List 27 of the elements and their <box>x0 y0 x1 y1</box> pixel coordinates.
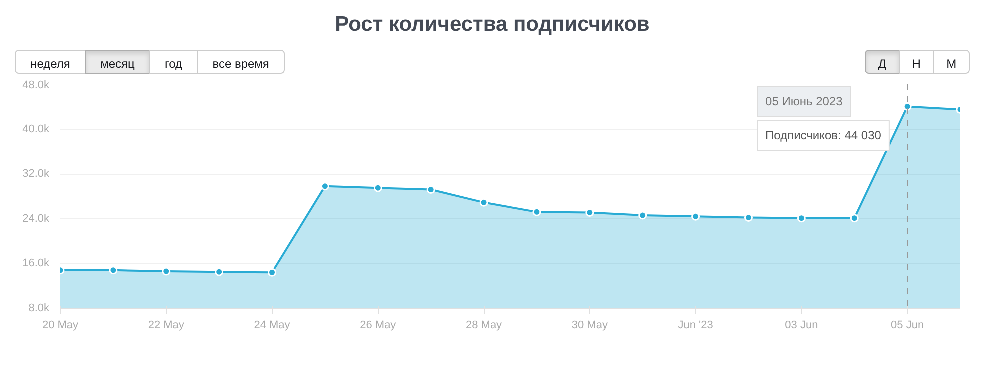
x-tick-label: 22 May <box>148 320 185 332</box>
point <box>850 214 859 223</box>
y-tick-label: 8.0k <box>28 302 50 314</box>
x-tick-label: 03 Jun <box>785 320 818 332</box>
text: год <box>149 50 198 74</box>
y-tick-label: 24.0k <box>22 212 50 225</box>
text: Н <box>898 50 934 74</box>
x-tick-label: 28 May <box>466 320 503 332</box>
y-tick-label: 48.0k <box>22 80 50 92</box>
text: месяц <box>84 50 150 74</box>
text: все время <box>197 50 285 74</box>
chart-title: Рост количества подписчиков <box>335 12 650 38</box>
text: неделя <box>15 50 86 74</box>
y-tick-label: 16.0k <box>22 258 50 270</box>
y-tick-label: 40.0k <box>22 123 50 136</box>
annotation: 05 Июнь 2023 <box>766 94 844 109</box>
text: М <box>933 50 970 74</box>
x-tick-label: 24 May <box>254 320 291 332</box>
x-tick-label: Jun '23 <box>678 320 714 332</box>
x-tick-label: 30 May <box>572 320 608 332</box>
text: Д <box>865 50 900 74</box>
x-tick-label: 26 May <box>360 320 397 332</box>
x-tick-label: 05 Jun <box>891 320 924 332</box>
y-tick-label: 32.0k <box>22 168 50 180</box>
x-tick-label: 20 May <box>42 320 80 332</box>
annotation: Подписчиков: 44 030 <box>766 128 882 143</box>
point <box>268 268 277 277</box>
